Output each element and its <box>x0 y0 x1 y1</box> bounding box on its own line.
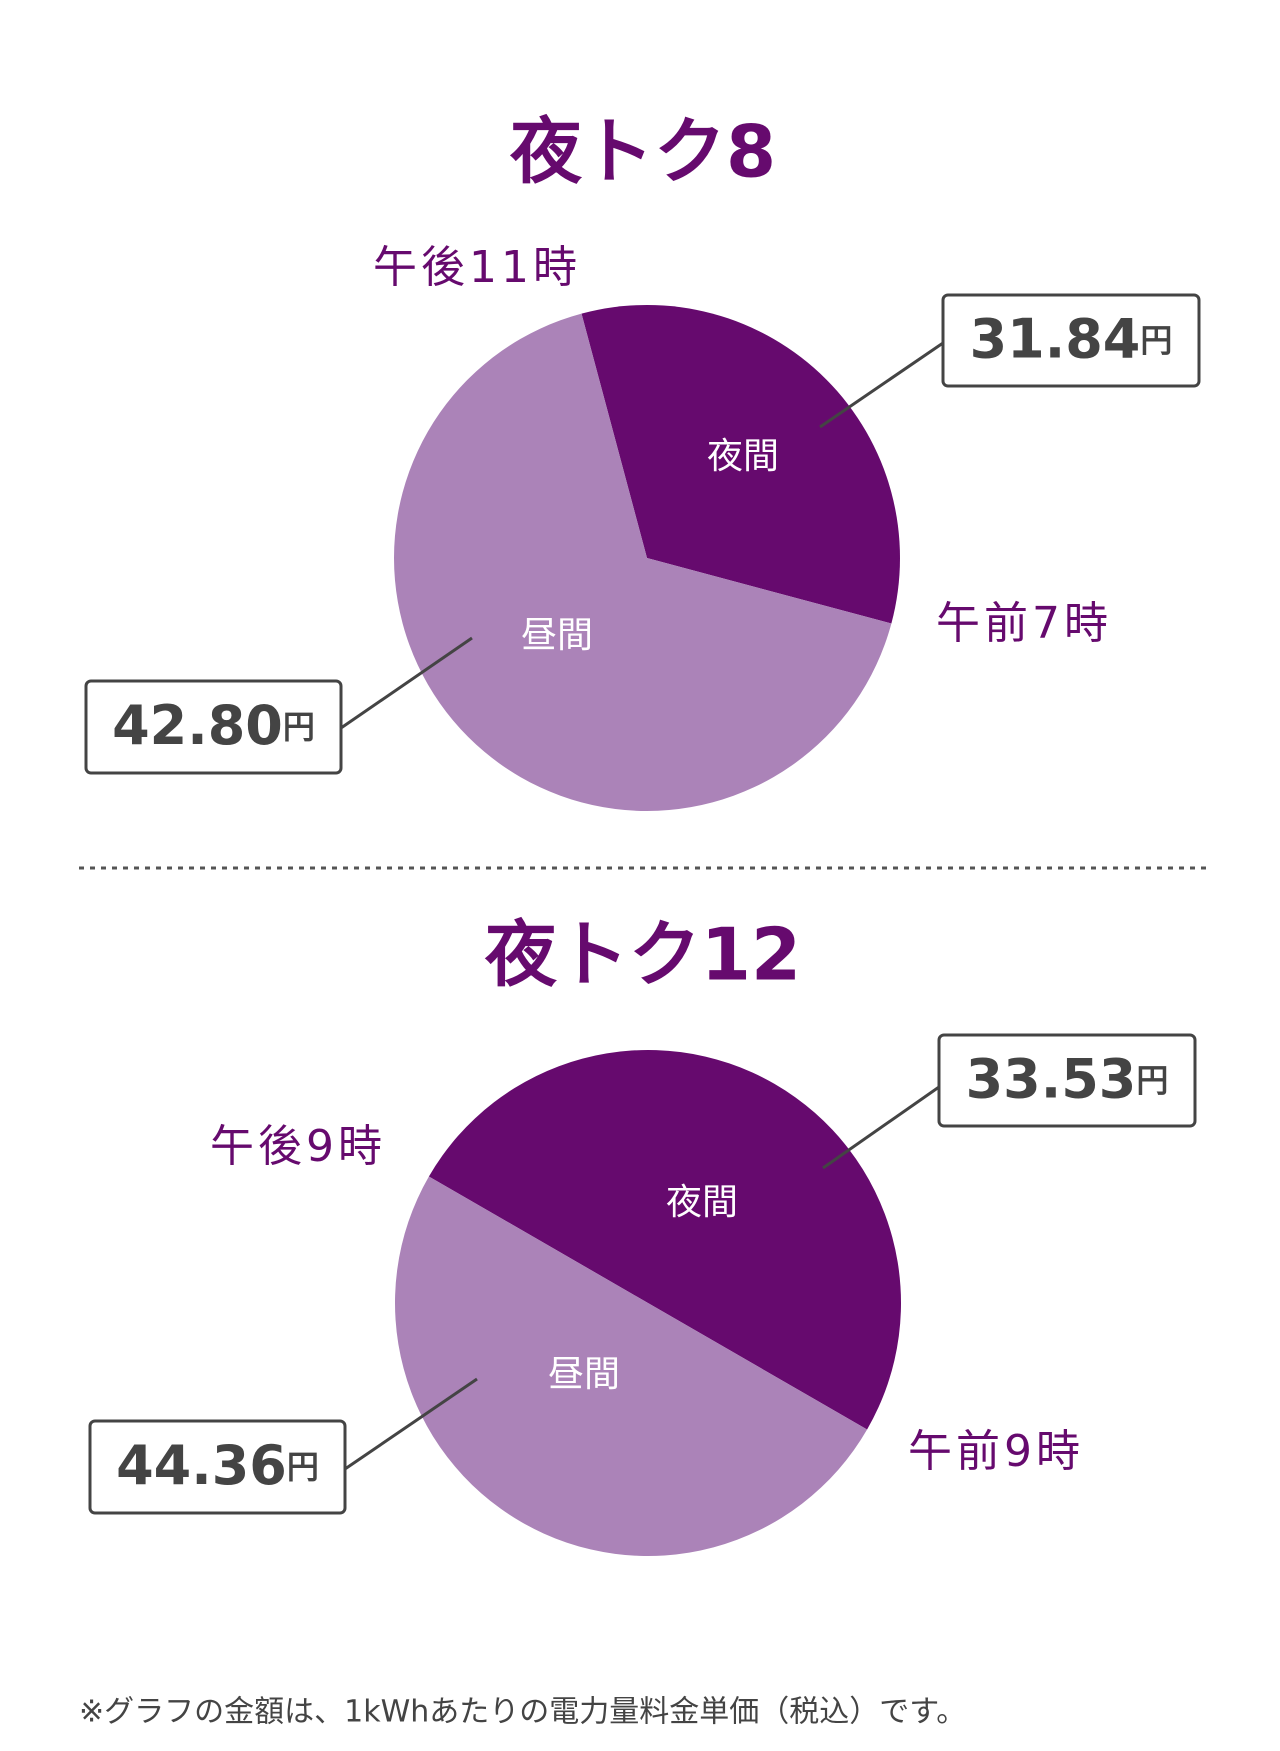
boundary-label: 午前9時 <box>908 1426 1084 1477</box>
slice-label: 昼間 <box>548 1354 620 1395</box>
price-unit: 円 <box>1140 322 1172 360</box>
price-value: 44.36 <box>116 1434 287 1497</box>
chart-title: 夜トク12 <box>484 913 801 997</box>
price-label: 44.36円 <box>116 1434 319 1497</box>
leader-line <box>344 1377 478 1471</box>
pie-slice <box>581 305 900 624</box>
price-box <box>941 293 1201 388</box>
pie-slice <box>394 313 892 812</box>
price-unit: 円 <box>283 708 315 746</box>
slice-label: 夜間 <box>707 436 779 477</box>
price-value: 31.84 <box>970 307 1141 370</box>
price-unit: 円 <box>287 1448 319 1486</box>
price-box <box>84 679 343 775</box>
slice-label: 夜間 <box>666 1182 738 1223</box>
boundary-label: 午後11時 <box>373 242 581 293</box>
price-value: 33.53 <box>966 1047 1137 1110</box>
leader-line <box>340 636 473 730</box>
footnote: ※グラフの金額は、1kWhあたりの電力量料金単価（税込）です。 <box>79 1695 966 1730</box>
price-unit: 円 <box>1136 1062 1168 1100</box>
price-label: 33.53円 <box>966 1047 1169 1110</box>
pie-slice <box>395 1176 868 1557</box>
leader-line <box>822 1085 940 1170</box>
chart-title: 夜トク8 <box>509 110 776 194</box>
boundary-label: 午前7時 <box>936 598 1112 649</box>
price-box <box>937 1033 1197 1128</box>
boundary-label: 午後9時 <box>210 1121 386 1172</box>
pie-slice <box>428 1050 902 1430</box>
price-value: 42.80 <box>112 694 283 757</box>
price-label: 31.84円 <box>970 307 1173 370</box>
price-box <box>88 1419 347 1515</box>
price-label: 42.80円 <box>112 694 315 757</box>
leader-line <box>819 341 944 429</box>
slice-label: 昼間 <box>521 615 593 656</box>
